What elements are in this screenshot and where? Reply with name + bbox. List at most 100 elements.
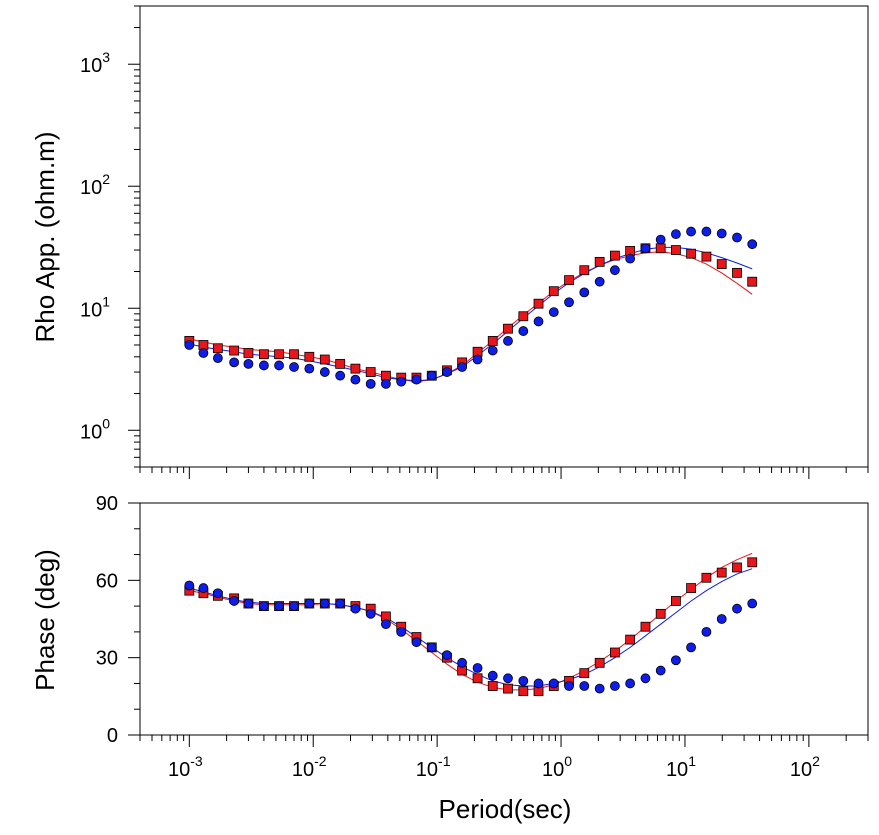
data-point-circle [472,663,483,673]
data-point-square [487,336,498,346]
x-tick-label: 10-3 [168,753,203,781]
data-point-circle [548,307,559,317]
data-point-circle [212,353,223,364]
y-tick-label: 90 [96,493,118,515]
data-point-circle [503,673,513,684]
data-point-circle [533,316,544,327]
data-point-circle [747,598,758,609]
data-point-square [701,251,712,262]
data-point-circle [411,374,422,385]
data-point-square [472,673,483,684]
data-point-square [671,596,681,606]
data-point-square [289,349,299,360]
model-curve [189,246,753,382]
data-point-circle [259,601,269,612]
data-point-square [609,647,620,658]
data-point-square [716,567,727,578]
data-point-circle [716,228,727,239]
data-point-circle [426,642,437,653]
data-point-circle [212,588,223,599]
data-point-square [594,256,605,267]
y-tick-label: 60 [96,570,118,592]
data-point-circle [716,614,727,624]
data-point-circle [396,376,407,387]
data-point-circle [243,358,254,369]
data-point-circle [229,357,240,368]
data-point-circle [686,642,696,653]
data-point-square [518,311,529,322]
plot-frame [139,502,869,736]
data-point-circle [426,370,437,381]
data-point-square [671,245,681,255]
data-point-square [518,686,529,697]
data-point-circle [594,276,605,287]
data-point-circle [671,655,681,666]
data-point-circle [442,650,452,660]
model-curve [189,251,753,383]
data-point-circle [381,619,391,630]
data-point-circle [229,596,240,606]
data-point-circle [457,657,467,668]
data-point-square [625,634,636,645]
data-point-circle [184,580,195,591]
data-point-square [701,572,712,583]
data-point-square [533,298,544,309]
data-point-square [732,267,742,278]
y-tick-label: 102 [80,171,110,199]
data-point-circle [625,678,636,689]
data-point-circle [487,670,498,681]
data-point-circle [747,239,758,250]
data-point-circle [457,362,467,372]
data-point-circle [304,363,315,374]
data-point-square [259,349,269,360]
data-point-circle [289,362,299,372]
y-tick-label: 30 [96,648,118,670]
data-point-circle [381,378,391,389]
data-point-square [732,562,742,573]
data-point-circle [625,253,636,264]
x-tick-label: 102 [790,753,820,781]
data-point-circle [411,637,422,648]
data-point-circle [640,673,651,684]
rho-panel: 100 101 102 103 [80,5,869,479]
data-point-circle [259,360,269,371]
data-point-circle [365,378,376,389]
y-tick-label: 103 [80,49,110,77]
data-point-circle [732,232,742,243]
x-tick-label: 100 [542,753,572,781]
model-curve [189,568,753,687]
data-point-circle [548,678,559,689]
data-point-square [487,681,498,691]
data-point-circle [732,603,742,614]
phase-y-axis-title: Phase (deg) [30,549,60,691]
data-point-circle [518,326,529,336]
data-point-circle [442,367,452,377]
data-point-circle [289,601,299,612]
data-point-circle [579,681,590,691]
data-point-square [365,367,376,377]
data-point-circle [243,598,254,609]
data-point-square [503,683,513,694]
data-point-circle [198,348,209,358]
data-point-square [274,349,284,360]
data-point-square [579,265,590,276]
data-point-circle [671,229,681,240]
data-point-square [716,259,727,270]
data-point-circle [365,608,376,619]
data-point-square [548,286,559,297]
data-point-circle [594,683,605,694]
data-point-circle [564,681,574,691]
data-point-circle [198,583,209,593]
data-point-square [243,348,254,358]
data-point-square [747,557,758,568]
data-point-circle [350,374,361,385]
data-point-circle [655,665,666,676]
data-point-square [335,358,346,369]
data-point-circle [335,598,346,609]
data-point-circle [487,345,498,356]
phase-panel: 10-3 10-2 10-1 100 101 102 0 30 60 90 [96,493,869,781]
data-point-square [503,323,513,334]
x-tick-label: 101 [666,753,696,781]
data-point-circle [655,234,666,245]
